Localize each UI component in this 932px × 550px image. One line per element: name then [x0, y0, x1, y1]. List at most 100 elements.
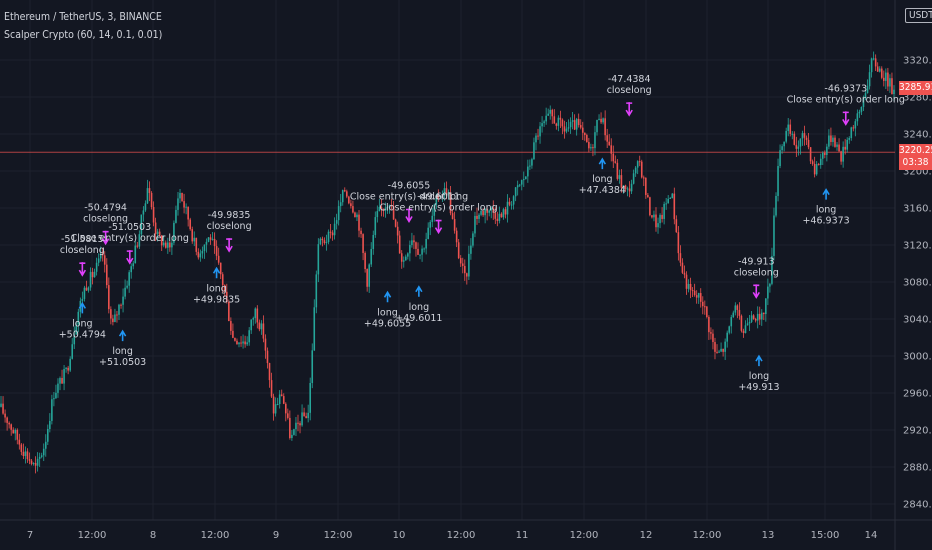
candle-body — [793, 133, 796, 145]
candle-body — [394, 219, 397, 227]
x-tick-label: 12:00 — [570, 530, 599, 541]
candle-body — [69, 358, 71, 371]
candle-body — [803, 133, 806, 138]
candle-body — [883, 77, 885, 81]
candle-body — [303, 412, 305, 417]
candle-body — [547, 113, 549, 116]
candle-body — [335, 220, 338, 224]
candle-body — [83, 287, 86, 299]
exit-label: closelong — [607, 85, 652, 96]
candle-body — [891, 78, 893, 95]
candle-body — [689, 283, 692, 291]
candle-body — [75, 324, 78, 335]
candle-body — [545, 115, 547, 122]
candle-body — [781, 146, 783, 151]
candle-body — [571, 120, 574, 122]
candle-body — [846, 139, 848, 150]
candle-body — [673, 193, 676, 220]
candle-body — [213, 238, 216, 247]
candle-body — [872, 58, 875, 60]
candle-body — [693, 290, 696, 296]
last-price-value: 3285.91 — [899, 82, 932, 93]
candle-body — [502, 209, 505, 218]
candle-body — [197, 251, 200, 258]
candle-body — [258, 322, 261, 330]
currency-button[interactable]: USDT — [905, 8, 932, 23]
entry-label: +49.6055 — [364, 318, 411, 329]
candle-body — [34, 462, 37, 466]
candle-body — [624, 185, 627, 190]
candle-body — [126, 285, 128, 288]
entry-label: long — [112, 346, 133, 357]
candle-body — [262, 323, 265, 339]
candle-body — [87, 287, 90, 291]
candle-body — [26, 451, 29, 460]
candle-body — [813, 163, 816, 175]
ref-price-countdown: 03:38 — [902, 157, 929, 168]
time-axis[interactable]: 7 12:00 8 12:00 9 12:00 10 12:00 11 12:00 12 12:00 1… — [27, 530, 878, 541]
candle-body — [506, 201, 509, 215]
candle-body — [14, 429, 17, 434]
candle-body — [10, 424, 12, 430]
candle-body — [101, 253, 104, 256]
candle-body — [645, 177, 647, 195]
candle-body — [274, 404, 277, 414]
candle-body — [291, 434, 293, 439]
x-tick-label: 10 — [393, 530, 406, 541]
exit-arrow-icon — [434, 219, 443, 235]
candle-body — [423, 248, 425, 250]
exit-label: closelong — [207, 221, 252, 232]
exit-label: -51.5815 — [61, 234, 104, 245]
candle-body — [866, 86, 869, 94]
candle-body — [476, 215, 478, 219]
candle-body — [484, 208, 486, 216]
candle-body — [828, 135, 830, 147]
candle-body — [439, 196, 442, 198]
entry-arrow-icon — [415, 285, 423, 297]
candle-body — [628, 188, 631, 192]
candle-body — [636, 161, 639, 168]
y-tick-label: 2960.00 — [903, 389, 932, 400]
candle-body — [504, 209, 507, 215]
candle-body — [321, 238, 324, 241]
entry-label: +51.0503 — [99, 357, 146, 368]
candle-body — [207, 237, 210, 242]
candle-body — [807, 139, 810, 148]
candle-body — [763, 312, 765, 315]
candle-body — [398, 235, 401, 254]
candle-body — [620, 175, 623, 188]
indicator-title[interactable]: Scalper Crypto (60, 14, 0.1, 0.01) — [4, 29, 163, 41]
candle-body — [663, 203, 665, 219]
candle-body — [516, 185, 519, 188]
candle-body — [323, 240, 326, 244]
candle-body — [730, 317, 733, 327]
candle-body — [706, 306, 708, 318]
candle-body — [457, 242, 460, 259]
entry-label: long — [749, 371, 770, 382]
candle-body — [55, 392, 57, 399]
candle-body — [834, 137, 836, 147]
candle-body — [307, 412, 309, 419]
candle-body — [284, 403, 287, 414]
candle-body — [223, 285, 226, 292]
candle-body — [91, 271, 94, 278]
candle-body — [561, 119, 564, 127]
trade-annotations: -51.5815closelonglong+50.4794-50.4794clo… — [59, 74, 905, 393]
candle-body — [144, 203, 147, 211]
symbol-title[interactable]: Ethereum / TetherUS, 3, BINANCE — [4, 11, 162, 23]
price-axis[interactable]: 2840.00 2880.00 2920.00 2960.00 3000.00 3040.… — [903, 56, 932, 511]
candle-body — [887, 72, 889, 87]
candle-body — [248, 330, 250, 343]
candle-body — [659, 214, 661, 224]
entry-arrow-icon — [212, 266, 221, 279]
candle-body — [596, 119, 598, 133]
candle-body — [299, 423, 301, 426]
candle-body — [677, 232, 680, 254]
x-tick-label: 11 — [516, 530, 529, 541]
candle-body — [114, 314, 116, 323]
candle-body — [337, 206, 340, 221]
candle-body — [655, 214, 657, 228]
candle-body — [767, 286, 769, 299]
candle-body — [801, 133, 804, 139]
